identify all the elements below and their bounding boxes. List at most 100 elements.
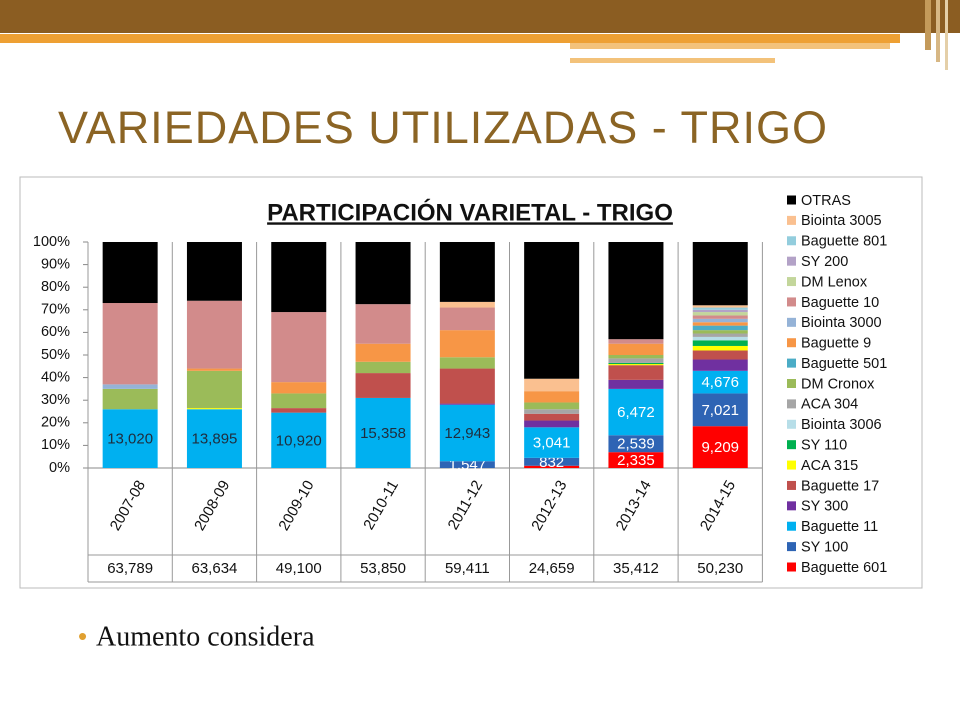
bar-segment (692, 315, 748, 319)
bar-segment (439, 403, 495, 405)
legend-label: ACA 315 (801, 458, 858, 474)
bar-segment (608, 388, 664, 436)
legend-label: SY 200 (801, 254, 848, 270)
bar-segment (102, 303, 158, 385)
total-label: 59,411 (445, 560, 490, 577)
total-label: 24,659 (529, 560, 575, 577)
top-band (0, 0, 960, 33)
bullet-text: Aumento considera (96, 621, 315, 652)
accent-strip (570, 43, 890, 49)
legend-swatch (787, 195, 796, 205)
bar-segment (692, 305, 748, 308)
bar-segment (439, 404, 495, 462)
total-label: 35,412 (613, 560, 659, 577)
legend-label: DM Lenox (801, 274, 868, 290)
data-label: 13,020 (107, 431, 153, 448)
data-label: 4,676 (701, 374, 739, 391)
legend-label: SY 110 (801, 437, 847, 453)
legend-swatch (787, 501, 796, 511)
legend-swatch (787, 440, 796, 450)
y-tick-label: 90% (41, 256, 70, 272)
bar-segment (692, 318, 748, 323)
legend-label: ACA 304 (801, 397, 858, 413)
bar-segment (692, 330, 748, 334)
legend-swatch (787, 358, 796, 368)
accent-strip (0, 34, 900, 43)
bar-segment (608, 343, 664, 355)
data-label: 2,335 (617, 452, 655, 469)
y-tick-label: 20% (41, 415, 70, 431)
bar-segment (692, 307, 748, 310)
bar-segment (692, 322, 748, 326)
y-tick-label: 10% (41, 437, 70, 453)
bar-segment (524, 427, 580, 458)
y-tick-label: 40% (41, 369, 70, 385)
bar-segment (524, 242, 580, 379)
bar-segment (439, 242, 495, 302)
legend-label: DM Cronox (801, 376, 875, 392)
bar-segment (186, 368, 242, 371)
legend-swatch (787, 542, 796, 552)
bar-segment (524, 457, 580, 466)
bar-segment (608, 355, 664, 359)
bar-segment (692, 325, 748, 331)
y-tick-label: 50% (41, 347, 70, 363)
bar-segment (439, 307, 495, 331)
bar-segment (608, 452, 664, 468)
bar-segment (524, 402, 580, 410)
legend-swatch (787, 419, 796, 429)
bar-segment (439, 461, 495, 468)
bar-segment (271, 242, 327, 313)
total-label: 63,634 (192, 560, 238, 577)
bar-segment (271, 312, 327, 383)
bar-segment (524, 413, 580, 421)
chart-title: PARTICIPACIÓN VARIETAL - TRIGO (267, 198, 673, 226)
data-label: 2,539 (617, 436, 655, 453)
legend-label: SY 300 (801, 499, 848, 515)
bar-segment (102, 242, 158, 304)
bar-segment (355, 304, 411, 344)
legend-swatch (787, 480, 796, 490)
legend-swatch (787, 297, 796, 307)
legend-label: Biointa 3000 (801, 315, 882, 331)
bar-segment (102, 384, 158, 389)
legend-label: Baguette 501 (801, 356, 887, 372)
bar-segment (692, 426, 748, 468)
data-label: 10,920 (276, 432, 322, 449)
legend-label: Baguette 601 (801, 560, 887, 576)
legend-label: Biointa 3006 (801, 417, 882, 433)
y-tick-label: 80% (41, 279, 70, 295)
bullet-dot: • (78, 621, 87, 651)
legend-label: Biointa 3005 (801, 213, 882, 229)
total-label: 50,230 (697, 560, 743, 577)
bar-segment (692, 333, 748, 337)
bar-segment (692, 393, 748, 427)
y-tick-label: 0% (49, 460, 70, 476)
bar-segment (692, 242, 748, 306)
legend-label: OTRAS (801, 193, 851, 209)
legend-label: Baguette 9 (801, 336, 871, 352)
total-label: 63,789 (107, 560, 153, 577)
accent-strip (570, 58, 775, 63)
bar-segment (692, 370, 748, 394)
legend-label: SY 100 (801, 539, 848, 555)
legend-label: Baguette 10 (801, 295, 879, 311)
bar-segment (355, 343, 411, 362)
y-tick-label: 60% (41, 324, 70, 340)
bar-segment (608, 358, 664, 363)
bar-segment (186, 409, 242, 468)
bar-segment (271, 412, 327, 468)
bar-segment (692, 345, 748, 351)
slide-title: VARIEDADES UTILIZADAS - TRIGO (58, 102, 828, 153)
stripe (936, 0, 940, 62)
data-label: 6,472 (617, 404, 655, 421)
legend-swatch (787, 460, 796, 470)
legend-label: Baguette 801 (801, 234, 887, 250)
bar-segment (692, 312, 748, 316)
bar-segment (524, 409, 580, 414)
bar-segment (355, 242, 411, 305)
data-label: 12,943 (444, 425, 490, 442)
bar-segment (186, 242, 242, 301)
